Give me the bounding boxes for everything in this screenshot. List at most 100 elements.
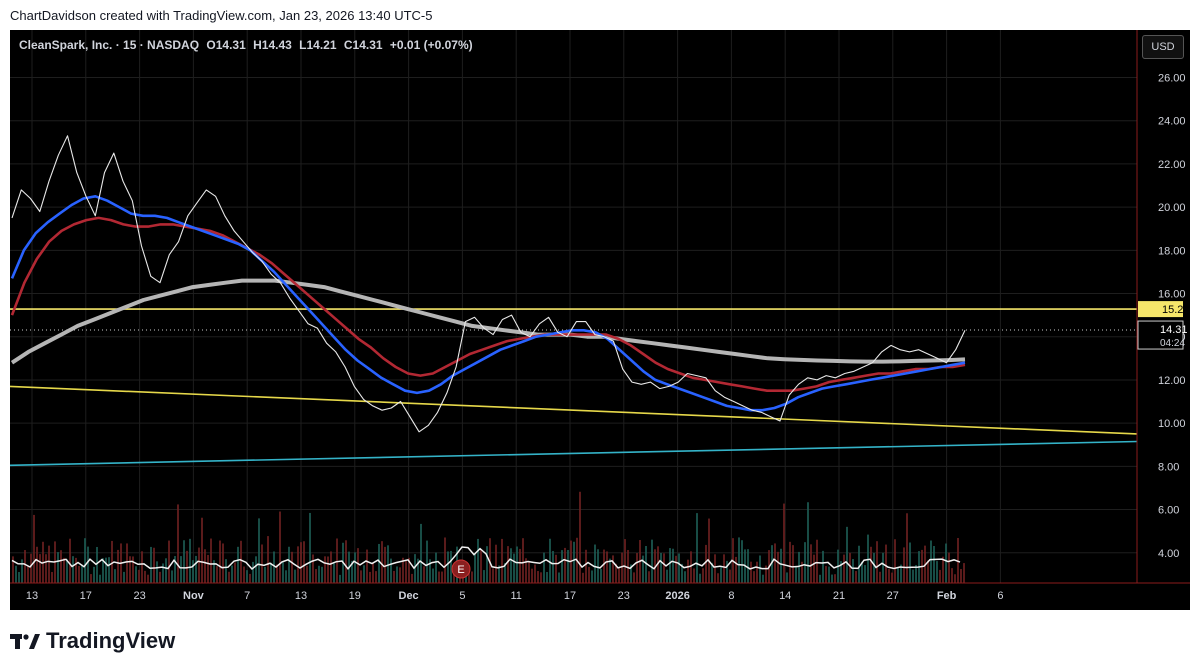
volume-bar xyxy=(237,546,239,583)
volume-bar xyxy=(882,552,884,583)
volume-bar xyxy=(693,568,695,583)
resistance-label-box xyxy=(1138,301,1183,318)
volume-bar xyxy=(132,556,134,583)
volume-bar xyxy=(117,549,119,583)
currency-button[interactable]: USD xyxy=(1142,35,1184,59)
volume-bar xyxy=(324,556,326,583)
volume-bar xyxy=(942,556,944,583)
volume-bar xyxy=(567,549,569,583)
volume-bar xyxy=(414,554,416,583)
volume-bar xyxy=(960,568,962,583)
volume-bar xyxy=(333,563,335,583)
volume-bar xyxy=(360,570,362,583)
volume-bar xyxy=(678,553,680,583)
volume-bar xyxy=(627,550,629,583)
volume-bar xyxy=(159,571,161,583)
volume-bar xyxy=(264,567,266,583)
volume-bar xyxy=(687,559,689,583)
chart-frame[interactable]: E4.006.008.0010.0012.0014.0016.0018.0020… xyxy=(10,30,1190,610)
volume-bar xyxy=(855,571,857,583)
volume-bar xyxy=(447,551,449,583)
volume-bar xyxy=(954,574,956,583)
volume-bar xyxy=(753,571,755,583)
volume-bar xyxy=(12,556,14,583)
current-price-label: 14.31 xyxy=(1160,324,1188,336)
volume-bar xyxy=(420,523,422,583)
earnings-marker[interactable]: E xyxy=(451,559,471,579)
volume-bar xyxy=(747,549,749,583)
x-tick-label: 14 xyxy=(779,590,791,602)
x-tick-label: 19 xyxy=(349,590,361,602)
volume-bar xyxy=(726,560,728,583)
volume-bar xyxy=(654,549,656,583)
volume-bar xyxy=(852,559,854,583)
volume-bar xyxy=(723,554,725,583)
volume-bar xyxy=(807,502,809,583)
volume-bar xyxy=(15,565,17,583)
volume-bar xyxy=(186,550,188,583)
volume-bar xyxy=(621,552,623,583)
volume-bar xyxy=(435,552,437,583)
symbol-name: CleanSpark, Inc. · 15 · NASDAQ xyxy=(19,38,200,52)
volume-bar xyxy=(417,558,419,583)
volume-bar xyxy=(282,562,284,583)
volume-bar xyxy=(936,561,938,583)
volume-bar xyxy=(306,565,308,583)
y-tick-label: 24.00 xyxy=(1158,116,1186,128)
x-tick-label: Nov xyxy=(183,590,205,602)
volume-bar xyxy=(759,555,761,583)
volume-bar xyxy=(51,571,53,583)
volume-bar xyxy=(39,554,41,583)
volume-bar xyxy=(207,554,209,583)
volume-bar xyxy=(528,561,530,583)
volume-bar xyxy=(843,554,845,583)
volume-bar xyxy=(102,558,104,583)
volume-bar xyxy=(408,557,410,583)
low-value: L14.21 xyxy=(299,38,337,52)
volume-bar xyxy=(582,572,584,583)
volume-bar xyxy=(750,561,752,583)
volume-bar xyxy=(870,546,872,583)
volume-bar xyxy=(630,564,632,583)
volume-bar xyxy=(162,563,164,583)
volume-bar xyxy=(963,563,965,583)
volume-bar xyxy=(849,552,851,583)
volume-bar xyxy=(915,565,917,583)
volume-bar xyxy=(795,566,797,583)
y-tick-label: 18.00 xyxy=(1158,245,1186,257)
volume-bar xyxy=(717,573,719,583)
volume-bar xyxy=(327,556,329,583)
volume-bar xyxy=(771,545,773,583)
volume-bar xyxy=(651,539,653,583)
volume-bar xyxy=(114,569,116,583)
volume-bar xyxy=(957,537,959,583)
volume-bar xyxy=(909,542,911,583)
symbol-legend[interactable]: CleanSpark, Inc. · 15 · NASDAQ O14.31 H1… xyxy=(19,38,477,52)
volume-bar xyxy=(90,574,92,583)
volume-bar xyxy=(480,549,482,583)
volume-bar xyxy=(36,546,38,583)
volume-bar xyxy=(309,512,311,583)
price-chart[interactable]: E4.006.008.0010.0012.0014.0016.0018.0020… xyxy=(10,30,1190,610)
volume-bar xyxy=(711,562,713,583)
volume-bar xyxy=(609,558,611,583)
tradingview-logo: TradingView xyxy=(10,628,175,654)
volume-bar xyxy=(135,566,137,583)
volume-bar xyxy=(735,556,737,583)
volume-bar xyxy=(495,544,497,583)
volume-bar xyxy=(741,540,743,583)
volume-bar xyxy=(489,538,491,583)
volume-bar xyxy=(459,574,461,583)
y-tick-label: 26.00 xyxy=(1158,73,1186,85)
volume-bar xyxy=(645,545,647,583)
current-price-box xyxy=(1137,320,1184,350)
volume-bar xyxy=(444,537,446,583)
volume-bar xyxy=(876,541,878,583)
volume-bar xyxy=(336,538,338,583)
volume-bar xyxy=(450,550,452,583)
volume-bar xyxy=(585,549,587,583)
volume-bar xyxy=(267,536,269,583)
volume-bar xyxy=(642,555,644,583)
volume-bar xyxy=(399,567,401,583)
volume-bar xyxy=(867,534,869,583)
